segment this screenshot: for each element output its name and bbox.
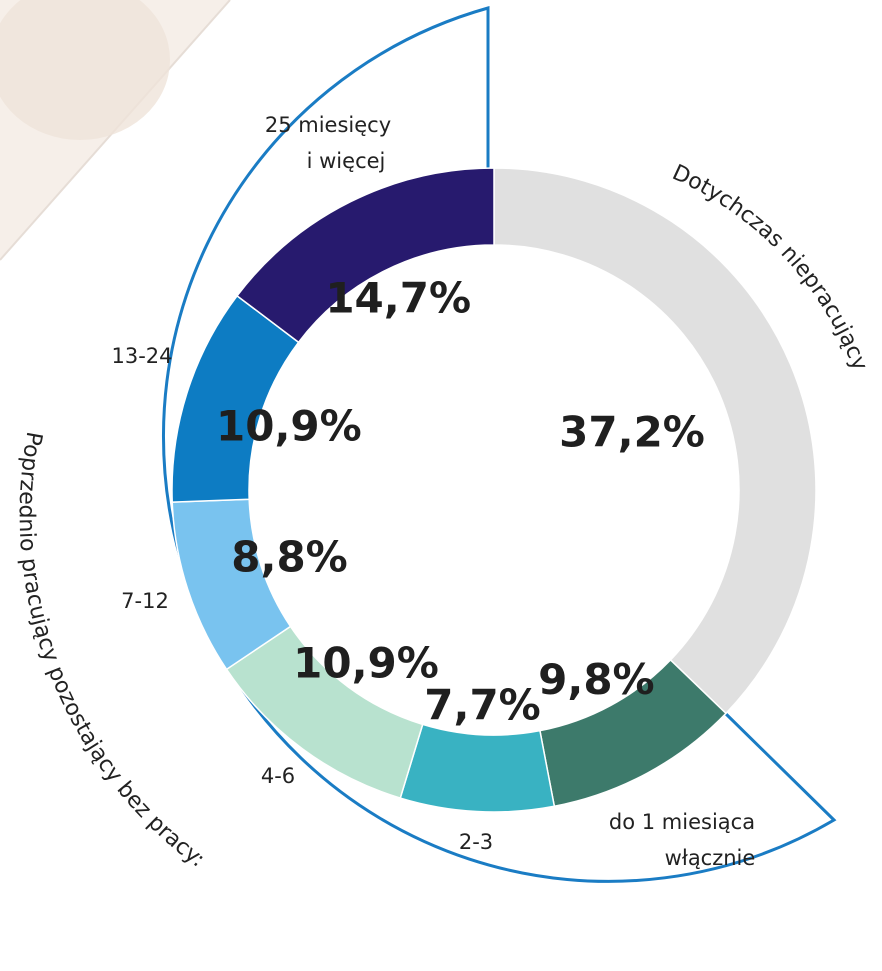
donut-slice	[236, 167, 495, 344]
value-label: 8,8%	[231, 532, 347, 581]
category-label-4-6: 4-6	[261, 764, 295, 788]
value-label: 9,8%	[538, 655, 654, 704]
category-label-1-line2: włącznie	[665, 846, 756, 870]
value-label: 37,2%	[559, 407, 705, 456]
donut-slice	[399, 723, 556, 813]
category-label-25-line1: 25 miesięcy	[265, 113, 391, 137]
value-label: 7,7%	[424, 681, 540, 730]
donut-slice	[493, 167, 817, 715]
category-label-1-line1: do 1 miesiąca	[609, 810, 755, 834]
category-label-25-line2: i więcej	[307, 149, 386, 173]
value-label: 14,7%	[325, 274, 471, 323]
category-label-7-12: 7-12	[121, 589, 169, 613]
category-label-2-3: 2-3	[459, 830, 493, 854]
photo-corner	[0, 0, 231, 261]
value-label: 10,9%	[216, 401, 362, 450]
value-label: 10,9%	[293, 639, 439, 688]
category-label-13-24: 13-24	[111, 344, 172, 368]
